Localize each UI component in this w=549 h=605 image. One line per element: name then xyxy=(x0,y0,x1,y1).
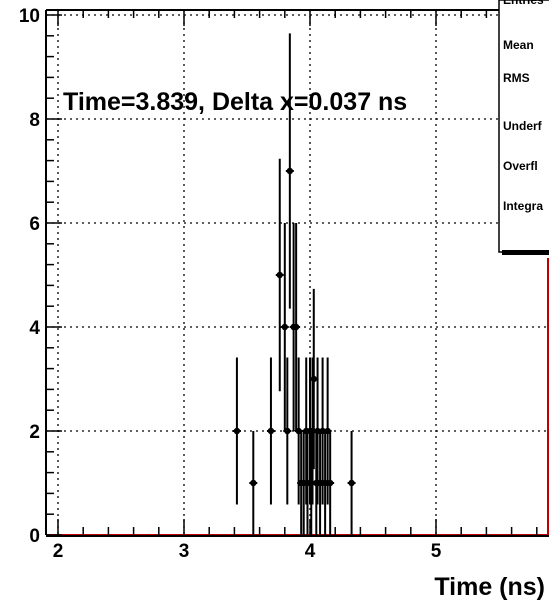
data-point xyxy=(285,33,294,309)
data-points xyxy=(232,33,356,535)
y-tick-label: 6 xyxy=(29,214,40,235)
point-marker xyxy=(267,427,275,435)
y-tick-label: 10 xyxy=(19,6,40,27)
stats-box-shadow xyxy=(502,250,549,255)
point-marker xyxy=(348,479,355,487)
data-point xyxy=(275,158,284,392)
data-point xyxy=(347,431,356,535)
data-point xyxy=(283,357,292,505)
stats-box-label: Integra xyxy=(503,199,543,213)
y-tick-label: 2 xyxy=(29,422,40,443)
point-marker xyxy=(284,427,291,435)
point-marker xyxy=(326,479,334,487)
x-tick-label: 2 xyxy=(53,541,64,562)
chart-annotation: Time=3.839, Delta x=0.037 ns xyxy=(63,88,407,116)
y-tick-label: 4 xyxy=(29,318,40,339)
x-tick-label: 5 xyxy=(431,541,442,562)
point-marker xyxy=(281,323,288,331)
data-point xyxy=(266,357,275,505)
point-marker xyxy=(286,167,294,175)
data-point xyxy=(313,357,322,505)
stats-box-label: Underf xyxy=(503,119,543,133)
x-tick-label: 4 xyxy=(305,541,316,562)
point-marker xyxy=(276,271,283,279)
stats-box: Entries Mean RMS Underf Overfl Integra xyxy=(498,0,549,255)
stats-box-label: Mean xyxy=(503,38,534,52)
point-marker xyxy=(292,323,300,331)
x-axis-ticks: 2 3 4 5 xyxy=(53,10,538,562)
stats-box-label: Entries xyxy=(503,0,544,7)
data-point xyxy=(249,431,258,535)
data-point xyxy=(280,223,289,431)
x-tick-label: 3 xyxy=(179,541,190,562)
stats-box-label: Overfl xyxy=(503,159,538,173)
point-marker xyxy=(233,427,241,435)
x-axis-label: Time (ns) xyxy=(434,573,545,601)
y-tick-label: 0 xyxy=(29,526,40,547)
stats-box-label: RMS xyxy=(503,71,530,85)
data-point xyxy=(309,288,318,470)
y-axis-ticks: 0 2 4 6 8 10 xyxy=(19,6,62,547)
point-marker xyxy=(250,479,257,487)
data-point xyxy=(326,431,335,535)
y-tick-label: 8 xyxy=(29,110,40,131)
point-marker xyxy=(310,375,317,383)
data-point xyxy=(292,223,301,431)
data-point xyxy=(232,357,241,505)
